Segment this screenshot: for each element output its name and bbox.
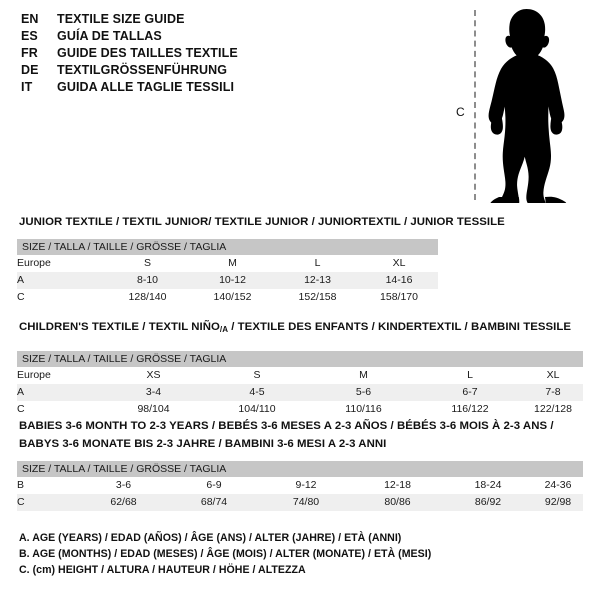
language-row: IT GUIDA ALLE TAGLIE TESSILI: [21, 79, 441, 96]
cell-value: M: [310, 367, 417, 384]
cell-value: 152/158: [275, 289, 360, 306]
language-title: TEXTILGRÖSSENFÜHRUNG: [57, 63, 228, 77]
row-label: C: [17, 494, 79, 511]
cell-value: S: [105, 255, 190, 272]
cell-value: XL: [523, 367, 583, 384]
cell-value: 140/152: [190, 289, 275, 306]
language-title: TEXTILE SIZE GUIDE: [57, 12, 185, 26]
language-row: ES GUÍA DE TALLAS: [21, 28, 441, 45]
row-label: A: [17, 384, 103, 401]
legend-line-a: A. AGE (YEARS) / EDAD (AÑOS) / ÂGE (ANS)…: [19, 532, 402, 544]
cell-value: 10-12: [190, 272, 275, 289]
cell-value: 80/86: [352, 494, 443, 511]
cell-value: 110/116: [310, 401, 417, 418]
row-label: C: [17, 289, 105, 306]
cell-value: XL: [360, 255, 439, 272]
table-row: C 62/68 68/74 74/80 80/86 86/92 92/98: [17, 494, 584, 511]
section-title-junior: JUNIOR TEXTILE / TEXTIL JUNIOR/ TEXTILE …: [19, 216, 505, 228]
cell-value: 6-7: [417, 384, 523, 401]
row-label: Europe: [17, 367, 103, 384]
table-band-row: SIZE / TALLA / TAILLE / GRÖSSE / TAGLIA: [17, 351, 583, 367]
cell-value: 158/170: [360, 289, 439, 306]
section-title-babies-line2: BABYS 3-6 MONATE BIS 2-3 JAHRE / BAMBINI…: [19, 438, 387, 450]
section-title-children-sub: /A: [219, 325, 229, 334]
cell-value: 4-5: [204, 384, 310, 401]
section-title-children: CHILDREN'S TEXTILE / TEXTIL NIÑO/A / TEX…: [19, 320, 571, 337]
table-row: B 3-6 6-9 9-12 12-18 18-24 24-36: [17, 477, 584, 494]
legend-line-c: C. (cm) HEIGHT / ALTURA / HAUTEUR / HÖHE…: [19, 562, 519, 578]
language-code: IT: [21, 80, 33, 94]
language-code: ES: [21, 29, 38, 43]
cell-value: 98/104: [103, 401, 204, 418]
language-row: EN TEXTILE SIZE GUIDE: [21, 11, 441, 28]
language-code: FR: [21, 46, 38, 60]
cell-value: 14-16: [360, 272, 439, 289]
legend-line-b: B. AGE (MONTHS) / EDAD (MESES) / ÂGE (MO…: [19, 548, 432, 560]
language-title: GUIDA ALLE TAGLIE TESSILI: [57, 80, 235, 94]
table-row: C 98/104 104/110 110/116 116/122 122/128: [17, 401, 583, 418]
language-title: GUÍA DE TALLAS: [57, 29, 162, 43]
cell-value: 7-8: [523, 384, 583, 401]
cell-value: 9-12: [260, 477, 352, 494]
language-header: EN TEXTILE SIZE GUIDE ES GUÍA DE TALLAS …: [21, 11, 441, 96]
table-row: C 128/140 140/152 152/158 158/170: [17, 289, 439, 306]
row-label: B: [17, 477, 79, 494]
table-band-label: SIZE / TALLA / TAILLE / GRÖSSE / TAGLIA: [17, 239, 439, 255]
legend-line-c-post: HEIGHT / ALTURA / HAUTEUR / HÖHE / ALTEZ…: [55, 564, 306, 576]
table-band-label: SIZE / TALLA / TAILLE / GRÖSSE / TAGLIA: [17, 461, 584, 477]
cell-value: 86/92: [443, 494, 533, 511]
table-band-row: SIZE / TALLA / TAILLE / GRÖSSE / TAGLIA: [17, 239, 439, 255]
size-table-babies: SIZE / TALLA / TAILLE / GRÖSSE / TAGLIA …: [17, 461, 584, 511]
child-silhouette-icon: [488, 9, 567, 203]
legend-line-c-unit: (cm): [32, 564, 56, 576]
language-row: DE TEXTILGRÖSSENFÜHRUNG: [21, 62, 441, 79]
height-measure-dashed-line: [474, 10, 476, 200]
cell-value: XS: [103, 367, 204, 384]
cell-value: L: [417, 367, 523, 384]
legend-block: A. AGE (YEARS) / EDAD (AÑOS) / ÂGE (ANS)…: [19, 530, 519, 578]
cell-value: 74/80: [260, 494, 352, 511]
cell-value: 68/74: [168, 494, 260, 511]
cell-value: 24-36: [533, 477, 584, 494]
row-label: C: [17, 401, 103, 418]
cell-value: 62/68: [79, 494, 168, 511]
language-row: FR GUIDE DES TAILLES TEXTILE: [21, 45, 441, 62]
table-row: A 3-4 4-5 5-6 6-7 7-8: [17, 384, 583, 401]
cell-value: 3-4: [103, 384, 204, 401]
table-row: Europe S M L XL: [17, 255, 439, 272]
cell-value: 18-24: [443, 477, 533, 494]
height-measure-label: C: [456, 105, 465, 119]
size-table-junior: SIZE / TALLA / TAILLE / GRÖSSE / TAGLIA …: [17, 239, 439, 306]
cell-value: L: [275, 255, 360, 272]
cell-value: 5-6: [310, 384, 417, 401]
language-code: EN: [21, 12, 39, 26]
language-title: GUIDE DES TAILLES TEXTILE: [57, 46, 238, 60]
cell-value: 116/122: [417, 401, 523, 418]
cell-value: 6-9: [168, 477, 260, 494]
height-figure: C: [450, 0, 600, 210]
cell-value: 3-6: [79, 477, 168, 494]
cell-value: M: [190, 255, 275, 272]
row-label: Europe: [17, 255, 105, 272]
cell-value: 8-10: [105, 272, 190, 289]
language-code: DE: [21, 63, 39, 77]
cell-value: 92/98: [533, 494, 584, 511]
size-table-children: SIZE / TALLA / TAILLE / GRÖSSE / TAGLIA …: [17, 351, 583, 418]
cell-value: S: [204, 367, 310, 384]
section-title-children-post: / TEXTILE DES ENFANTS / KINDERTEXTIL / B…: [228, 321, 572, 333]
table-band-label: SIZE / TALLA / TAILLE / GRÖSSE / TAGLIA: [17, 351, 583, 367]
section-title-babies-line1: BABIES 3-6 MONTH TO 2-3 YEARS / BEBÉS 3-…: [19, 420, 554, 432]
section-title-children-pre: CHILDREN'S TEXTILE / TEXTIL NIÑO: [19, 321, 220, 333]
cell-value: 128/140: [105, 289, 190, 306]
table-row: Europe XS S M L XL: [17, 367, 583, 384]
cell-value: 12-18: [352, 477, 443, 494]
legend-line-c-pre: C.: [19, 564, 33, 576]
table-row: A 8-10 10-12 12-13 14-16: [17, 272, 439, 289]
cell-value: 12-13: [275, 272, 360, 289]
cell-value: 104/110: [204, 401, 310, 418]
table-band-row: SIZE / TALLA / TAILLE / GRÖSSE / TAGLIA: [17, 461, 584, 477]
cell-value: 122/128: [523, 401, 583, 418]
row-label: A: [17, 272, 105, 289]
